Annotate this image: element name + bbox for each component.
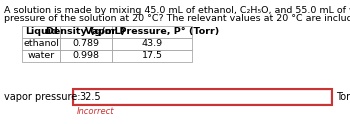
Bar: [112, 26, 192, 38]
Bar: [112, 50, 192, 62]
FancyBboxPatch shape: [73, 89, 332, 105]
Bar: [22, 50, 60, 62]
Bar: [60, 50, 112, 62]
Text: pressure of the solution at 20 °C? The relevant values at 20 °C are included in : pressure of the solution at 20 °C? The r…: [4, 14, 350, 23]
Bar: [112, 38, 192, 50]
Text: Liquid: Liquid: [25, 28, 57, 36]
FancyBboxPatch shape: [75, 91, 330, 103]
Text: A solution is made by mixing 45.0 mL of ethanol, C₂H₅O, and 55.0 mL of water. As: A solution is made by mixing 45.0 mL of …: [4, 6, 350, 15]
Bar: [22, 26, 60, 38]
Text: Vapor Pressure, P° (Torr): Vapor Pressure, P° (Torr): [85, 28, 219, 36]
Bar: [60, 26, 112, 38]
Text: 0.998: 0.998: [72, 51, 99, 61]
Text: ethanol: ethanol: [23, 40, 59, 48]
Text: 17.5: 17.5: [141, 51, 162, 61]
Bar: [60, 38, 112, 50]
Text: 43.9: 43.9: [141, 40, 162, 48]
Text: Incorrect: Incorrect: [77, 107, 114, 116]
Text: water: water: [27, 51, 55, 61]
Text: 32.5: 32.5: [79, 92, 101, 102]
Text: 0.789: 0.789: [72, 40, 99, 48]
Text: vapor pressure:: vapor pressure:: [4, 92, 80, 102]
Text: Torr: Torr: [336, 92, 350, 102]
Bar: [22, 38, 60, 50]
Text: Density (g/mL): Density (g/mL): [47, 28, 126, 36]
